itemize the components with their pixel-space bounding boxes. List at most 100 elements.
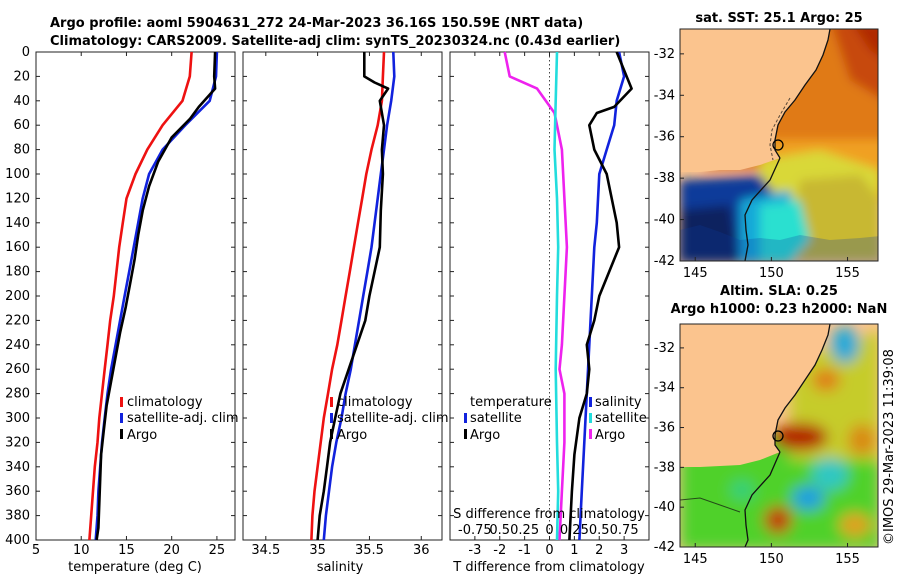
salinity-xlabel: salinity — [317, 560, 364, 575]
map-y-tick-label: -38 — [654, 460, 675, 475]
map-y-tick-label: -38 — [654, 171, 675, 186]
s-difference-tick-label: 0.5 — [489, 523, 510, 538]
legend-argo-marker — [120, 429, 123, 439]
map-x-tick-label: 155 — [835, 552, 860, 567]
map-y-tick-label: -40 — [654, 500, 675, 515]
legend-satellite-label: satellite-adj. clim — [337, 411, 449, 426]
legend-climatology-label: climatology — [337, 395, 413, 410]
difference-ticks: -3 -2 -1 0 1 2 3 — [450, 51, 649, 558]
salinity-panel: 34.5 35 35.5 36 salinity climatology satell… — [242, 51, 449, 575]
temperature-panel: 5 10 15 20 25 temperature (deg C) climatolog… — [32, 51, 239, 575]
depth-tick-label: 360 — [5, 484, 30, 499]
depth-tick-label: 320 — [5, 435, 30, 450]
salinity-x-tick-label: 36 — [413, 543, 430, 558]
map-x-tick-label: 150 — [759, 266, 784, 281]
temperature-axes — [35, 51, 236, 541]
salinity-x-tick-label: 34.5 — [251, 543, 280, 558]
s-difference-tick-label: -0.75 — [458, 523, 492, 538]
sla-map-ticks: 145 150 155 -32 -34 -36 -38 -40 -42 — [654, 341, 860, 567]
map-y-tick-label: -34 — [654, 88, 675, 103]
map-x-tick-label: 155 — [835, 266, 860, 281]
legend-t-satellite-marker — [464, 413, 467, 423]
salinity-series-argo — [316, 52, 390, 541]
s-difference-tick-label: 0.5 — [589, 523, 610, 538]
depth-axis: 0 20 40 60 80 100 120 140 160 180 200 220 240 260 280 3… — [5, 45, 30, 548]
difference-x-tick-label: -3 — [468, 543, 481, 558]
legend-satellite-marker — [120, 413, 123, 423]
difference-x-tick-label: 3 — [620, 543, 628, 558]
legend-temperature-heading: temperature — [470, 395, 552, 410]
map-y-tick-label: -32 — [654, 47, 675, 62]
map-x-tick-label: 145 — [683, 552, 708, 567]
difference-series-s-difference-argo — [503, 51, 569, 541]
legend-s-satellite-label: satellite — [595, 411, 647, 426]
salinity-series-climatology — [310, 51, 386, 541]
sst-map-title: sat. SST: 25.1 Argo: 25 — [695, 11, 862, 26]
temperature-x-tick-label: 20 — [163, 543, 180, 558]
difference-x-tick-label: 0 — [545, 543, 553, 558]
depth-tick-label: 20 — [13, 69, 30, 84]
s-difference-tick-label: 0.25 — [510, 523, 539, 538]
s-difference-label: S difference from climatology — [453, 507, 645, 522]
legend-argo-marker — [330, 429, 333, 439]
sla-map-panel: Altim. SLA: 0.25 Argo h1000: 0.23 h2000:… — [654, 284, 888, 567]
map-x-tick-label: 150 — [759, 552, 784, 567]
salinity-legend: climatology satellite-adj. clim Argo — [330, 395, 449, 443]
map-y-tick-label: -36 — [654, 421, 675, 436]
legend-climatology-marker — [330, 397, 333, 407]
temperature-xlabel: temperature (deg C) — [68, 560, 202, 575]
salinity-axes — [242, 51, 443, 541]
legend-argo-label: Argo — [337, 428, 367, 443]
legend-satellite-marker — [330, 413, 333, 423]
depth-tick-label: 200 — [5, 289, 30, 304]
sla-map-title-line2: Argo h1000: 0.23 h2000: NaN — [671, 302, 888, 317]
salinity-lines — [310, 51, 396, 541]
sst-map-panel: sat. SST: 25.1 Argo: 25 145 1 — [654, 11, 879, 281]
legend-s-satellite-marker — [589, 413, 592, 423]
map-x-tick-label: 145 — [683, 266, 708, 281]
depth-tick-label: 160 — [5, 240, 30, 255]
sla-map-title-line1: Altim. SLA: 0.25 — [720, 284, 838, 299]
depth-tick-label: 340 — [5, 460, 30, 475]
map-y-tick-label: -42 — [654, 540, 675, 555]
legend-argo-label: Argo — [127, 428, 157, 443]
difference-series-s-difference-satellite — [553, 51, 560, 541]
depth-tick-label: 400 — [5, 533, 30, 548]
legend-t-argo-label: Argo — [470, 428, 500, 443]
temperature-x-tick-label: 5 — [32, 543, 40, 558]
difference-series-t-difference-argo — [568, 51, 633, 541]
salinity-ticks: 34.5 35 35.5 36 — [243, 51, 442, 558]
depth-tick-label: 260 — [5, 362, 30, 377]
difference-xlabel: T difference from climatology — [452, 560, 645, 575]
temperature-series-climatology — [88, 51, 193, 541]
difference-panel: -3 -2 -1 0 1 2 3 T difference from climatology… — [449, 51, 650, 575]
difference-x-tick-label: -1 — [518, 543, 531, 558]
depth-tick-label: 100 — [5, 167, 30, 182]
profile-location-marker — [772, 139, 784, 151]
legend-climatology-marker — [120, 397, 123, 407]
temperature-legend: climatology satellite-adj. clim Argo — [120, 395, 239, 443]
difference-x-tick-label: 2 — [595, 543, 603, 558]
depth-tick-label: 0 — [22, 45, 30, 60]
depth-tick-label: 380 — [5, 509, 30, 524]
depth-tick-label: 180 — [5, 265, 30, 280]
legend-s-argo-marker — [589, 429, 592, 439]
difference-x-tick-label: 1 — [570, 543, 578, 558]
depth-tick-label: 240 — [5, 338, 30, 353]
salinity-series-satellite-adj-clim — [322, 51, 396, 541]
legend-t-argo-marker — [464, 429, 467, 439]
depth-tick-label: 140 — [5, 216, 30, 231]
legend-salinity-heading: salinity — [595, 395, 642, 410]
temperature-lines — [88, 51, 219, 541]
sst-heatmap — [680, 29, 878, 261]
imos-watermark: ©IMOS 29-Mar-2023 11:39:08 — [882, 349, 897, 545]
difference-lines — [503, 51, 633, 541]
map-y-tick-label: -40 — [654, 213, 675, 228]
temperature-ticks: 5 10 15 20 25 — [32, 51, 235, 558]
s-difference-tick-label: 0.25 — [560, 523, 589, 538]
difference-x-tick-label: -2 — [493, 543, 506, 558]
legend-satellite-label: satellite-adj. clim — [127, 411, 239, 426]
legend-s-marker — [589, 397, 592, 407]
depth-tick-label: 220 — [5, 313, 30, 328]
